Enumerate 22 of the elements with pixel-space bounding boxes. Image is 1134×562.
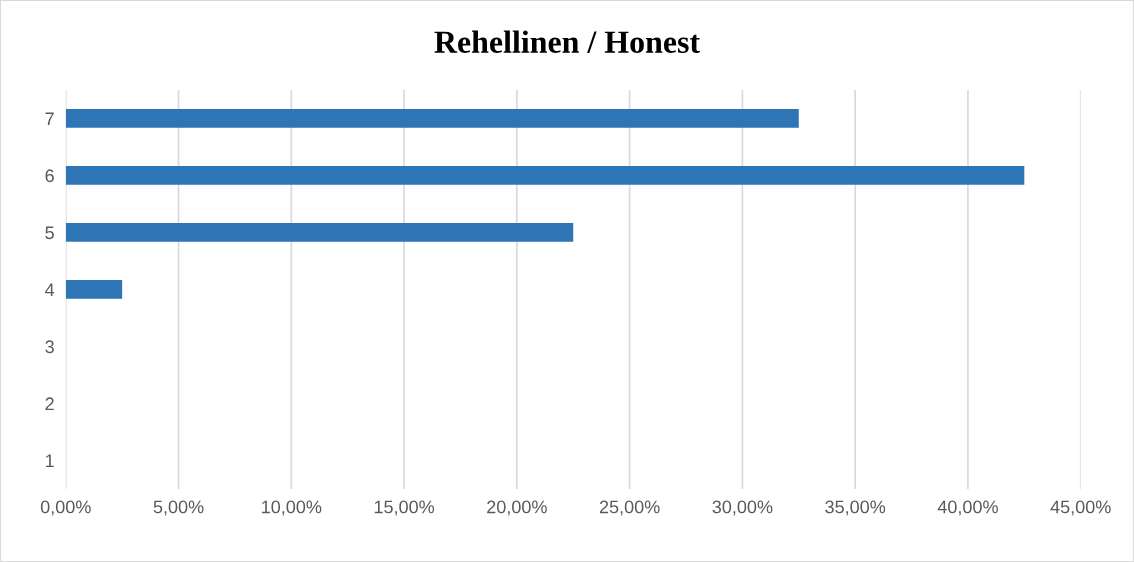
y-tick-label: 3 bbox=[45, 340, 54, 354]
bar bbox=[65, 166, 1025, 185]
x-tick-label: 45,00% bbox=[1050, 500, 1111, 516]
y-tick-label: 2 bbox=[45, 397, 54, 410]
bar bbox=[65, 223, 574, 242]
x-tick-label: 15,00% bbox=[374, 500, 435, 516]
y-tick-label: 7 bbox=[45, 112, 54, 125]
y-tick-label: 5 bbox=[45, 226, 54, 240]
x-tick-label: 25,00% bbox=[599, 500, 660, 516]
x-tick-label: 30,00% bbox=[712, 500, 773, 516]
y-tick-label: 6 bbox=[45, 169, 54, 183]
bar bbox=[65, 109, 799, 128]
x-tick-label: 10,00% bbox=[262, 500, 322, 516]
x-tick-label: 20,00% bbox=[487, 500, 547, 516]
x-tick-label: 5,00% bbox=[153, 500, 204, 516]
y-tick-label: 4 bbox=[45, 283, 55, 296]
x-tick-label: 40,00% bbox=[937, 500, 998, 516]
y-tick-label: 1 bbox=[46, 454, 54, 467]
chart-title: Rehellinen / Honest bbox=[434, 30, 700, 53]
x-tick-label: 35,00% bbox=[825, 500, 886, 516]
bar bbox=[65, 280, 123, 299]
x-tick-label: 0,00% bbox=[40, 500, 91, 516]
